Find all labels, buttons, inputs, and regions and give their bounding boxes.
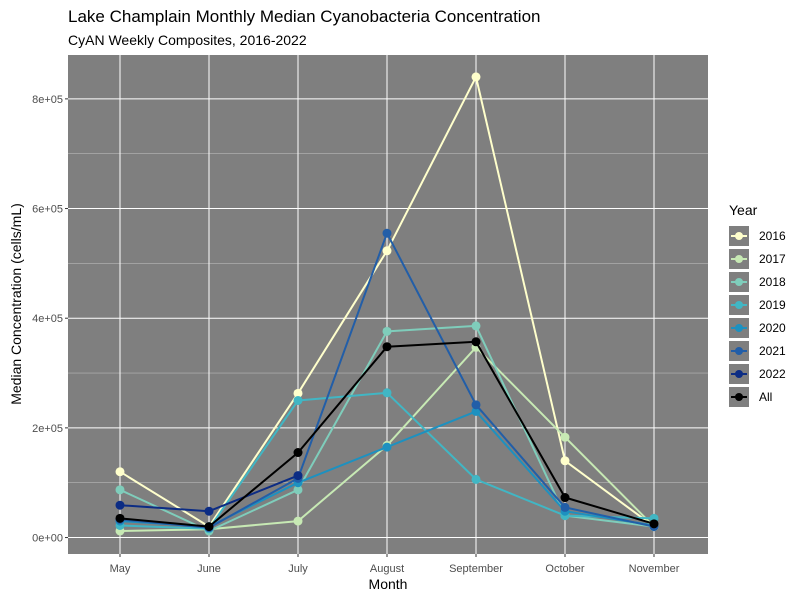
legend-item-2017: 2017: [729, 249, 786, 269]
data-point: [560, 502, 570, 512]
legend-item-2022: 2022: [729, 364, 786, 384]
y-tick-label: 0e+00: [32, 533, 63, 545]
data-point: [382, 442, 392, 452]
data-point: [382, 388, 392, 398]
data-point: [293, 471, 303, 481]
legend-label: 2018: [759, 275, 786, 289]
x-tick-label: October: [545, 563, 584, 575]
y-tick-label: 8e+05: [32, 94, 63, 106]
data-point: [471, 474, 481, 484]
legend-key-point: [735, 393, 743, 401]
legend-label: 2019: [759, 298, 786, 312]
chart-title: Lake Champlain Monthly Median Cyanobacte…: [68, 7, 541, 26]
data-point: [471, 321, 481, 331]
data-point: [293, 485, 303, 495]
legend-label: 2017: [759, 252, 786, 266]
data-point: [560, 456, 570, 466]
data-point: [471, 337, 481, 347]
y-axis-title: Median Concentration (cells/mL): [8, 203, 24, 405]
legend-item-2018: 2018: [729, 272, 786, 292]
legend-key-point: [735, 278, 743, 286]
data-point: [204, 506, 214, 516]
y-axis: 0e+00 2e+05 4e+05 6e+05 8e+05: [32, 94, 68, 545]
plot-panel: [68, 55, 708, 554]
data-point: [560, 493, 570, 503]
legend-item-2016: 2016: [729, 226, 786, 246]
legend-key-point: [735, 255, 743, 263]
data-point: [115, 485, 125, 495]
data-point: [293, 388, 303, 398]
legend-keys: 2016 2017 2018 2019 2020 2021 2022 All: [729, 226, 786, 407]
minor-gridlines: [68, 153, 708, 483]
chart-subtitle: CyAN Weekly Composites, 2016-2022: [68, 32, 307, 48]
y-tick-label: 6e+05: [32, 204, 63, 216]
data-point: [471, 400, 481, 410]
data-point: [560, 432, 570, 442]
data-point: [293, 395, 303, 405]
x-tick-label: May: [110, 563, 131, 575]
data-point: [649, 519, 659, 529]
legend-title: Year: [729, 202, 758, 218]
data-point: [471, 406, 481, 416]
data-point: [115, 513, 125, 523]
data-point: [293, 516, 303, 526]
legend-label: 2020: [759, 321, 786, 335]
data-point: [115, 467, 125, 477]
x-tick-label: July: [288, 563, 308, 575]
series-2022: [115, 471, 303, 516]
legend-key-point: [735, 232, 743, 240]
legend-key-point: [735, 370, 743, 378]
data-point: [382, 246, 392, 256]
x-tick-label: June: [197, 563, 221, 575]
y-tick-label: 2e+05: [32, 423, 63, 435]
major-gridlines: [68, 55, 708, 554]
legend-key-point: [735, 324, 743, 332]
data-point: [293, 448, 303, 458]
data-point: [382, 326, 392, 336]
data-point: [204, 522, 214, 532]
legend-label: All: [759, 390, 772, 404]
legend-item-2020: 2020: [729, 318, 786, 338]
data-point: [471, 72, 481, 82]
y-tick-label: 4e+05: [32, 313, 63, 325]
series-all: [115, 337, 659, 532]
x-tick-label: September: [449, 563, 503, 575]
x-axis: May June July August September October Novembe…: [110, 554, 680, 575]
legend-label: 2022: [759, 367, 786, 381]
legend-item-2019: 2019: [729, 295, 786, 315]
data-point: [382, 228, 392, 238]
x-axis-title: Month: [369, 576, 408, 592]
data-point: [115, 500, 125, 510]
legend: Year 2016 2017 2018 2019 2020 2021 2022 All: [729, 202, 786, 407]
legend-item-all: All: [729, 387, 772, 407]
x-tick-label: November: [629, 563, 680, 575]
legend-label: 2021: [759, 344, 786, 358]
series-layer: [115, 72, 659, 536]
legend-key-point: [735, 347, 743, 355]
legend-item-2021: 2021: [729, 341, 786, 361]
legend-label: 2016: [759, 229, 786, 243]
data-point: [382, 342, 392, 352]
x-tick-label: August: [370, 563, 404, 575]
legend-key-point: [735, 301, 743, 309]
